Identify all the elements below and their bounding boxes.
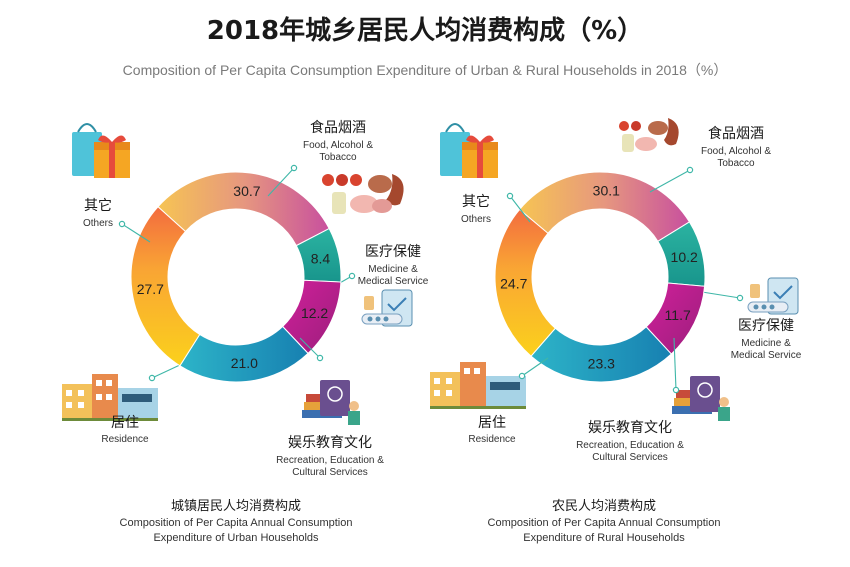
rural-leader-dot-others [506,192,514,200]
chart-subtitle: Composition of Per Capita Consumption Ex… [122,62,728,78]
rural-label-en2-recreation: Cultural Services [592,452,668,463]
rural-slice-others [494,208,557,357]
rural-caption-en-2: Expenditure of Rural Households [523,532,685,544]
urban-value-food: 30.7 [233,183,260,199]
urban-leader-food [267,167,295,197]
books-reading-icon [302,380,360,425]
urban-leader-recreation [299,337,321,359]
rural-label-en-others: Others [461,214,491,225]
urban-label-en-medicine: Medicine & [368,264,418,275]
residence-buildings-icon-rural [430,362,526,409]
urban-leader-dot-food [290,164,298,172]
urban-value-residence: 21.0 [231,355,258,371]
urban-label-en2-food: Tobacco [319,152,357,163]
urban-leader-residence [151,363,183,379]
urban-label-cn-recreation: 娱乐教育文化 [288,435,372,451]
urban-value-recreation: 12.2 [301,305,328,321]
rural-label-en-medicine: Medicine & [741,338,791,349]
urban-caption-cn: 城镇居民人均消费构成 [171,499,301,514]
urban-label-en-food: Food, Alcohol & [303,140,373,151]
rural-label-en2-medicine: Medical Service [731,350,802,361]
urban-label-en2-recreation: Cultural Services [292,467,368,478]
rural-caption-en-1: Composition of Per Capita Annual Consump… [488,517,721,529]
residence-buildings-icon [62,374,158,421]
shopping-bag-gift-icon-rural [440,123,498,178]
rural-value-medicine: 10.2 [671,249,698,265]
urban-caption-en-2: Expenditure of Urban Households [153,532,319,544]
urban-label-en-residence: Residence [101,434,149,445]
urban-leader-dot-others [118,220,126,228]
books-reading-icon-rural [672,376,730,421]
rural-label-en-recreation: Recreation, Education & [576,440,684,451]
rural-slice-residence [530,326,673,383]
urban-label-cn-food: 食品烟酒 [310,119,366,136]
rural-label-cn-medicine: 医疗保健 [738,318,794,334]
medical-icon [361,289,413,327]
rural-leader-dot-recreation [672,386,680,394]
urban-slice-others [130,206,201,367]
urban-label-en-others: Others [83,218,113,229]
urban-leader-dot-medicine [348,272,356,280]
rural-leader-residence [521,357,549,377]
rural-leader-dot-food [686,166,694,174]
rural-label-cn-residence: 居住 [478,415,506,431]
rural-leader-others [509,195,531,223]
rural-slice-food [518,171,691,243]
urban-value-medicine: 8.4 [311,250,331,266]
rural-leader-dot-medicine [736,294,744,302]
rural-label-en2-food: Tobacco [717,158,755,169]
chart-title: 2018年城乡居民人均消费构成（%） [206,16,644,46]
rural-leader-dot-residence [518,372,526,380]
rural-label-cn-food: 食品烟酒 [708,125,764,142]
shopping-bag-gift-icon [72,123,130,178]
urban-caption-en-1: Composition of Per Capita Annual Consump… [120,517,353,529]
urban-leader-others [121,223,151,243]
medical-icon-rural [747,277,799,315]
food-illustration-icon-rural [619,118,679,152]
rural-value-residence: 23.3 [588,355,615,371]
rural-leader-recreation [673,337,677,391]
rural-leader-food [649,169,691,193]
rural-caption-cn: 农民人均消费构成 [552,499,656,514]
rural-value-others: 24.7 [500,276,527,292]
rural-label-en-food: Food, Alcohol & [701,146,771,157]
urban-label-cn-others: 其它 [84,197,112,214]
rural-label-cn-recreation: 娱乐教育文化 [588,420,672,436]
rural-label-en-residence: Residence [468,434,516,445]
urban-label-cn-medicine: 医疗保健 [365,244,421,260]
rural-label-cn-others: 其它 [462,193,490,210]
rural-value-recreation: 11.7 [665,307,691,323]
urban-leader-dot-recreation [316,354,324,362]
urban-label-en2-medicine: Medical Service [358,276,429,287]
rural-leader-medicine [701,291,741,299]
urban-value-others: 27.7 [137,281,164,297]
rural-value-food: 30.1 [593,183,620,199]
urban-leader-dot-residence [148,374,156,382]
food-illustration-icon [322,174,404,214]
urban-label-en-recreation: Recreation, Education & [276,455,384,466]
urban-label-cn-residence: 居住 [111,415,139,431]
